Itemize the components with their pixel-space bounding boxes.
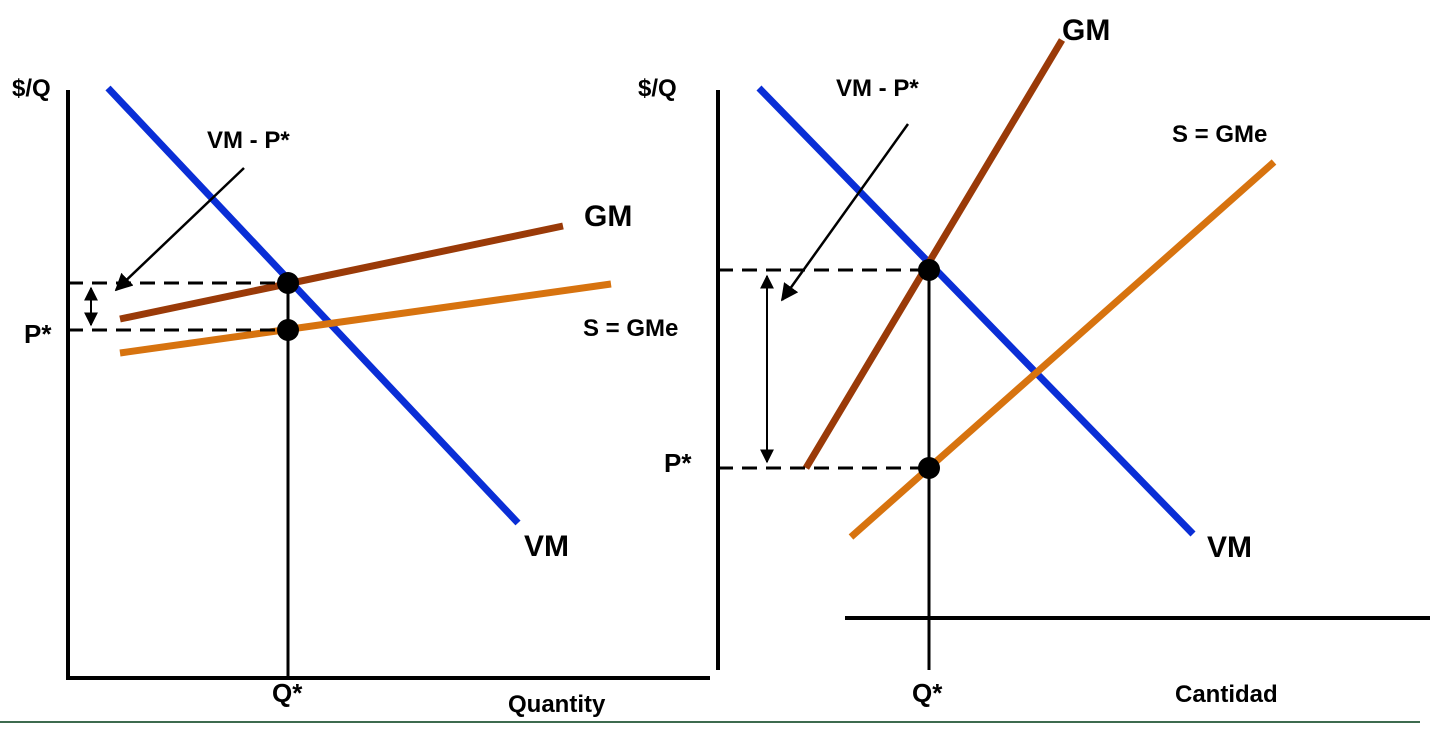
- left-gap-callout-arrow: [114, 167, 245, 292]
- right-gm-label: GM: [1062, 14, 1110, 47]
- left-sgme-label: S = GMe: [583, 315, 678, 342]
- right-pstar-label: P*: [664, 448, 692, 478]
- right-sgme-label: S = GMe: [1172, 121, 1267, 148]
- left-vm-curve: [105, 85, 521, 526]
- left-sgme-curve: [119, 280, 612, 357]
- left-pstar-point: [277, 319, 299, 341]
- right-panel: $/Q Cantidad P* Q* VM GM S = GMe VM - P*: [638, 14, 1430, 708]
- right-y-axis-label: $/Q: [638, 75, 677, 102]
- left-panel: $/Q Quantity P* Q* VM GM S = GMe VM - P*: [12, 75, 710, 718]
- left-vm-label: VM: [524, 530, 569, 563]
- left-y-axis-label: $/Q: [12, 75, 51, 102]
- right-x-axis-label: Cantidad: [1175, 681, 1278, 708]
- right-vm-gm-point: [918, 259, 940, 281]
- right-gap-callout-arrow: [780, 123, 910, 302]
- left-gm-curve: [119, 222, 564, 323]
- right-qstar-label: Q*: [912, 678, 943, 708]
- right-pstar-point: [918, 457, 940, 479]
- left-gm-label: GM: [584, 200, 632, 233]
- left-qstar-label: Q*: [272, 678, 303, 708]
- right-gap-label: VM - P*: [836, 75, 919, 102]
- right-gm-curve: [802, 38, 1066, 470]
- right-vm-label: VM: [1207, 531, 1252, 564]
- left-x-axis-label: Quantity: [508, 691, 606, 718]
- left-pstar-label: P*: [24, 319, 52, 349]
- left-gap-label: VM - P*: [207, 127, 290, 154]
- right-vm-curve: [756, 85, 1196, 537]
- left-vm-gm-point: [277, 272, 299, 294]
- right-sgme-curve: [848, 159, 1277, 540]
